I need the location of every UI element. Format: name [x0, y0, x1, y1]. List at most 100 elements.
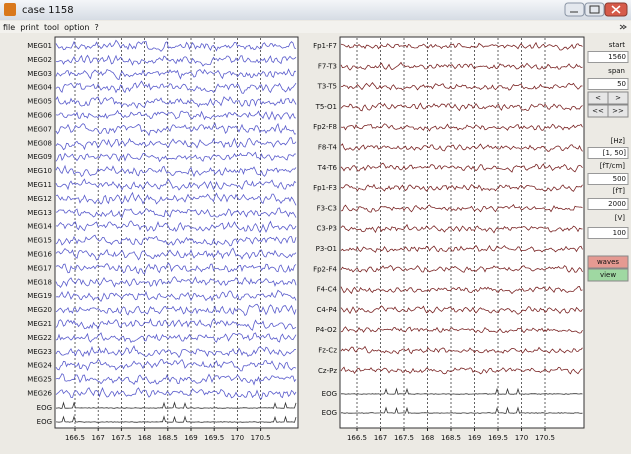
title-bar — [0, 0, 631, 20]
input-value: [1, 50] — [603, 149, 627, 157]
x-tick-label: 167.5 — [394, 434, 414, 442]
signal-trace — [340, 305, 583, 315]
menu: file print tool option? — [3, 23, 99, 32]
input-field[interactable] — [587, 147, 629, 159]
menu-item[interactable]: option — [64, 23, 89, 32]
channel-label: MEG10 — [27, 167, 52, 175]
menu-bar — [0, 21, 631, 33]
menu-item[interactable]: tool — [44, 23, 59, 32]
channel-label: Fz-Cz — [318, 347, 337, 355]
channel-label: MEG18 — [27, 278, 52, 286]
channel-label: MEG12 — [27, 195, 52, 203]
button[interactable] — [607, 104, 629, 118]
maximize-glyph — [589, 5, 600, 14]
channel-label: Fp1-F3 — [313, 184, 337, 192]
button-label: > — [615, 94, 621, 102]
channel-label: MEG23 — [27, 348, 52, 356]
signal-trace — [340, 286, 583, 295]
app-icon — [4, 3, 16, 16]
channel-label: MEG17 — [27, 264, 52, 272]
channel-label: MEG16 — [27, 251, 52, 259]
signal-trace — [340, 204, 583, 213]
signal-trace — [55, 122, 297, 137]
channel-label: EOG — [37, 404, 52, 412]
button[interactable] — [607, 91, 629, 105]
signal-trace — [55, 247, 297, 261]
signal-trace — [340, 244, 583, 253]
button[interactable] — [587, 268, 629, 282]
x-tick-label: 168 — [421, 434, 434, 442]
menu-item[interactable]: ? — [94, 23, 98, 32]
minimize-button[interactable] — [564, 2, 585, 17]
channel-label: EOG — [322, 390, 337, 398]
maximize-button[interactable] — [584, 2, 605, 17]
signal-trace — [55, 151, 296, 163]
input-field[interactable] — [587, 173, 629, 185]
x-tick-label: 168 — [138, 434, 151, 442]
signal-trace — [55, 207, 297, 219]
channel-label: MEG09 — [27, 153, 52, 161]
signal-trace — [340, 264, 583, 273]
channel-label: MEG06 — [27, 112, 52, 120]
channel-label: P3-O1 — [316, 245, 337, 253]
signal-trace — [55, 164, 297, 178]
signal-trace — [341, 406, 583, 414]
channel-label: MEG21 — [27, 320, 52, 328]
signal-trace — [340, 162, 583, 173]
menu-item[interactable]: print — [20, 23, 39, 32]
x-tick-label: 170.5 — [535, 434, 555, 442]
toolbar-chevron[interactable] — [619, 24, 627, 30]
signal-trace — [55, 373, 297, 386]
channel-label: EOG — [322, 409, 337, 417]
control-label: [fT/cm] — [600, 162, 625, 170]
channel-label: F7-T3 — [318, 62, 337, 70]
signal-trace — [340, 102, 583, 112]
signal-trace — [340, 123, 583, 132]
input-field[interactable] — [587, 227, 629, 239]
input-field[interactable] — [587, 51, 629, 63]
channel-label: MEG08 — [27, 139, 52, 147]
channel-label: MEG24 — [27, 362, 52, 370]
input-field[interactable] — [587, 78, 629, 90]
signal-trace — [340, 41, 583, 51]
signal-trace — [55, 220, 297, 234]
channel-label: Fp1-F7 — [313, 42, 337, 50]
button[interactable] — [587, 255, 629, 269]
right-plot-area — [339, 36, 585, 429]
x-tick-label: 167 — [374, 434, 387, 442]
signal-trace — [55, 289, 297, 302]
button-label: << — [592, 107, 604, 115]
signal-trace — [55, 80, 297, 94]
channel-label: MEG25 — [27, 376, 52, 384]
x-tick-label: 170.5 — [251, 434, 271, 442]
input-value: 1560 — [608, 53, 626, 61]
signal-trace — [55, 303, 297, 317]
input-field[interactable] — [587, 198, 629, 210]
signal-trace — [340, 223, 583, 234]
signal-trace — [55, 358, 297, 372]
channel-label: MEG04 — [27, 84, 52, 92]
channel-label: P4-O2 — [316, 326, 337, 334]
button-label: < — [595, 94, 601, 102]
signal-trace — [55, 54, 297, 67]
channel-label: MEG03 — [27, 70, 52, 78]
signal-trace — [341, 387, 583, 395]
signal-trace — [340, 143, 583, 152]
channel-label: T5-O1 — [315, 103, 337, 111]
signal-trace — [340, 82, 583, 91]
input-value: 100 — [613, 229, 626, 237]
channel-label: F8-T4 — [318, 144, 338, 152]
signal-trace — [55, 401, 297, 409]
input-value: 50 — [617, 80, 626, 88]
channel-label: MEG13 — [27, 209, 52, 217]
signal-trace — [55, 415, 297, 423]
signal-trace — [340, 183, 583, 192]
signal-trace — [340, 345, 583, 355]
channel-label: T3-T5 — [317, 83, 337, 91]
plots: 166.5 167 167.5 168 168.5 169 169.5 170 170.5 MEG… — [27, 38, 583, 442]
control-label: start — [609, 41, 626, 49]
x-tick-label: 169 — [468, 434, 481, 442]
channel-label: Fp2-F8 — [313, 123, 337, 131]
menu-item[interactable]: file — [3, 23, 15, 32]
